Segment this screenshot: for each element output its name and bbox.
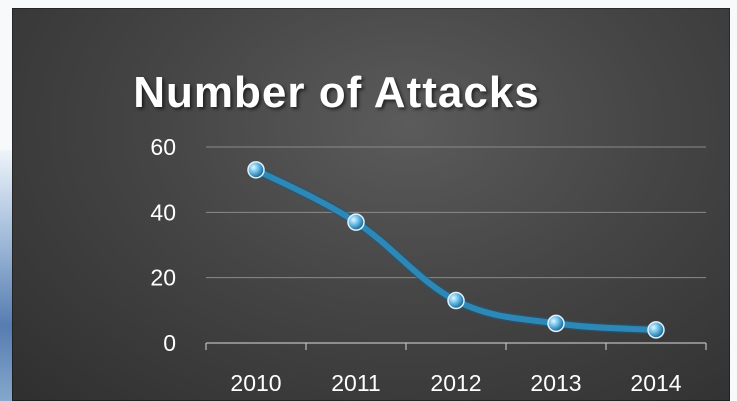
y-tick-label: 0 bbox=[163, 330, 176, 356]
x-tick-label: 2011 bbox=[331, 370, 380, 396]
chart-area bbox=[12, 8, 730, 401]
x-tick-label: 2012 bbox=[430, 370, 481, 396]
x-tick-label: 2010 bbox=[230, 370, 281, 396]
data-points bbox=[247, 161, 665, 339]
data-point-marker bbox=[247, 161, 265, 179]
chart-title: Number of Attacks bbox=[133, 68, 540, 117]
data-point-marker bbox=[647, 321, 665, 339]
y-axis-tick-labels: 0 20 40 60 bbox=[150, 134, 176, 356]
x-axis-tick-labels: 2010 2011 2012 2013 2014 bbox=[230, 370, 681, 396]
y-tick-label: 20 bbox=[150, 265, 176, 291]
data-point-marker bbox=[547, 314, 565, 333]
y-tick-label: 60 bbox=[150, 134, 176, 160]
x-tick-label: 2014 bbox=[630, 370, 681, 396]
x-axis bbox=[205, 342, 707, 350]
x-tick-label: 2013 bbox=[530, 370, 581, 396]
gridlines bbox=[206, 146, 706, 279]
data-point-marker bbox=[347, 213, 365, 231]
y-tick-label: 40 bbox=[150, 199, 176, 225]
data-point-marker bbox=[447, 291, 465, 310]
